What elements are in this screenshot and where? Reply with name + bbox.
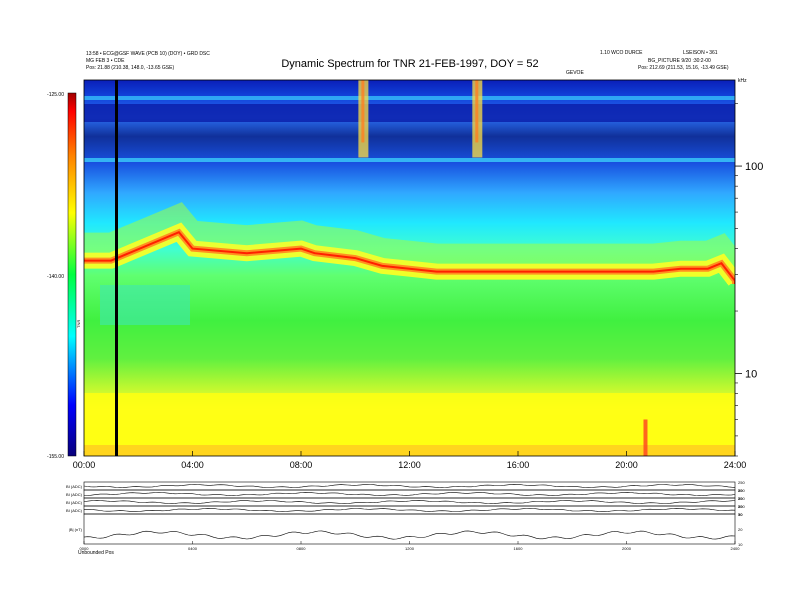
lower-x-tick-label: 2000 — [622, 546, 632, 551]
footer-left-label: Unbounded Pos — [78, 550, 114, 556]
panel-tick-label: 10 — [738, 542, 743, 547]
panel-tick-label: 50 — [738, 496, 743, 501]
panel-frame — [83, 513, 736, 545]
lower-x-tick-label: 0000 — [80, 546, 90, 551]
panel-label: BI (ADC) — [66, 484, 83, 489]
panel-tick-label: 50 — [738, 488, 743, 493]
panel-label: BI (ADC) — [66, 508, 83, 513]
spectrogram-band — [84, 104, 735, 122]
header-right-top2: LSEISON • 361 — [683, 50, 718, 56]
spectrogram-area — [84, 80, 735, 456]
colorbar-label: TNR — [76, 320, 81, 328]
chart-title: Dynamic Spectrum for TNR 21-FEB-1997, DO… — [281, 58, 539, 70]
x-tick-label: 20:00 — [615, 460, 638, 470]
radio-bursts — [358, 80, 648, 456]
header-left-line3: Pos: 21.88 (210.38, 148.0, -13.65 GSE) — [86, 65, 175, 71]
x-axis: 00:00 04:00 08:00 12:00 16:00 20:00 24:00 — [73, 451, 747, 470]
panel-tick-label: 250 — [738, 496, 745, 501]
colorbar-tick-label: -125.00 — [47, 92, 64, 98]
panel-frame — [83, 489, 736, 499]
y-tick-label: 100 — [745, 161, 763, 173]
panel-tick-label: 250 — [738, 504, 745, 509]
header-center-small: GEVOE — [566, 70, 584, 76]
y-axis: 100 10 — [735, 103, 763, 457]
panel-frame — [83, 497, 736, 507]
header-right-top1: 1.10 WCO DURCE — [600, 50, 643, 56]
y-right-unit: kHz — [738, 78, 747, 84]
lower-x-tick-label: 1600 — [514, 546, 524, 551]
x-tick-label: 24:00 — [724, 460, 747, 470]
emission-band — [84, 202, 735, 286]
colorbar-tick-label: -155.00 — [47, 454, 64, 460]
panel-label: |B| (nT) — [69, 527, 83, 532]
lower-x-tick-label: 2400 — [731, 546, 741, 551]
spectrogram-band — [84, 96, 735, 100]
x-tick-label: 04:00 — [181, 460, 204, 470]
burst-core — [475, 80, 479, 143]
panel-trace — [83, 483, 736, 489]
panel-tick-label: 50 — [738, 512, 743, 517]
panel-label: BI (ADC) — [66, 492, 83, 497]
panel-tick-label: 50 — [738, 504, 743, 509]
header-left-line2: MG FEB 3 • CDE — [86, 58, 125, 64]
colorbar — [67, 92, 77, 457]
band-halo — [84, 202, 735, 269]
panel-tick-label: 30 — [738, 512, 743, 517]
panel-trace — [83, 530, 736, 540]
lower-x-tick-label: 0400 — [188, 546, 198, 551]
panel-frame — [83, 481, 736, 491]
spectrogram-band — [100, 285, 190, 325]
header-right-mid: BG_PICTURE 9/20 :30:2-00 — [648, 58, 711, 64]
x-tick-label: 08:00 — [290, 460, 313, 470]
panel-trace — [83, 499, 736, 505]
header-left-line1: 13:58 • ECG@GSF WAVE (PCB 10) (DOY) • GR… — [86, 51, 210, 57]
panel-tick-label: 250 — [738, 480, 745, 485]
spectrogram-band — [84, 158, 735, 162]
data-gap-stripe — [115, 80, 118, 456]
x-tick-label: 12:00 — [398, 460, 421, 470]
burst-core — [643, 419, 648, 456]
y-tick-label: 10 — [745, 368, 757, 380]
panel-trace — [83, 507, 736, 512]
x-tick-label: 00:00 — [73, 460, 96, 470]
panel-label: BI (ADC) — [66, 500, 83, 505]
panel-trace — [84, 491, 736, 497]
spectrogram-band — [84, 445, 735, 456]
band-red — [84, 230, 735, 284]
header-right-line3: Pos: 212.69 (211.53, 15.16, -13.49 GSE) — [638, 65, 729, 71]
x-tick-label: 16:00 — [507, 460, 530, 470]
panel-tick-label: 20 — [738, 527, 743, 532]
burst-core — [361, 80, 365, 143]
lower-x-tick-label: 1200 — [405, 546, 415, 551]
colorbar-tick-label: -140.00 — [47, 274, 64, 280]
lower-x-tick-label: 0800 — [297, 546, 307, 551]
panel-tick-label: 250 — [738, 488, 745, 493]
